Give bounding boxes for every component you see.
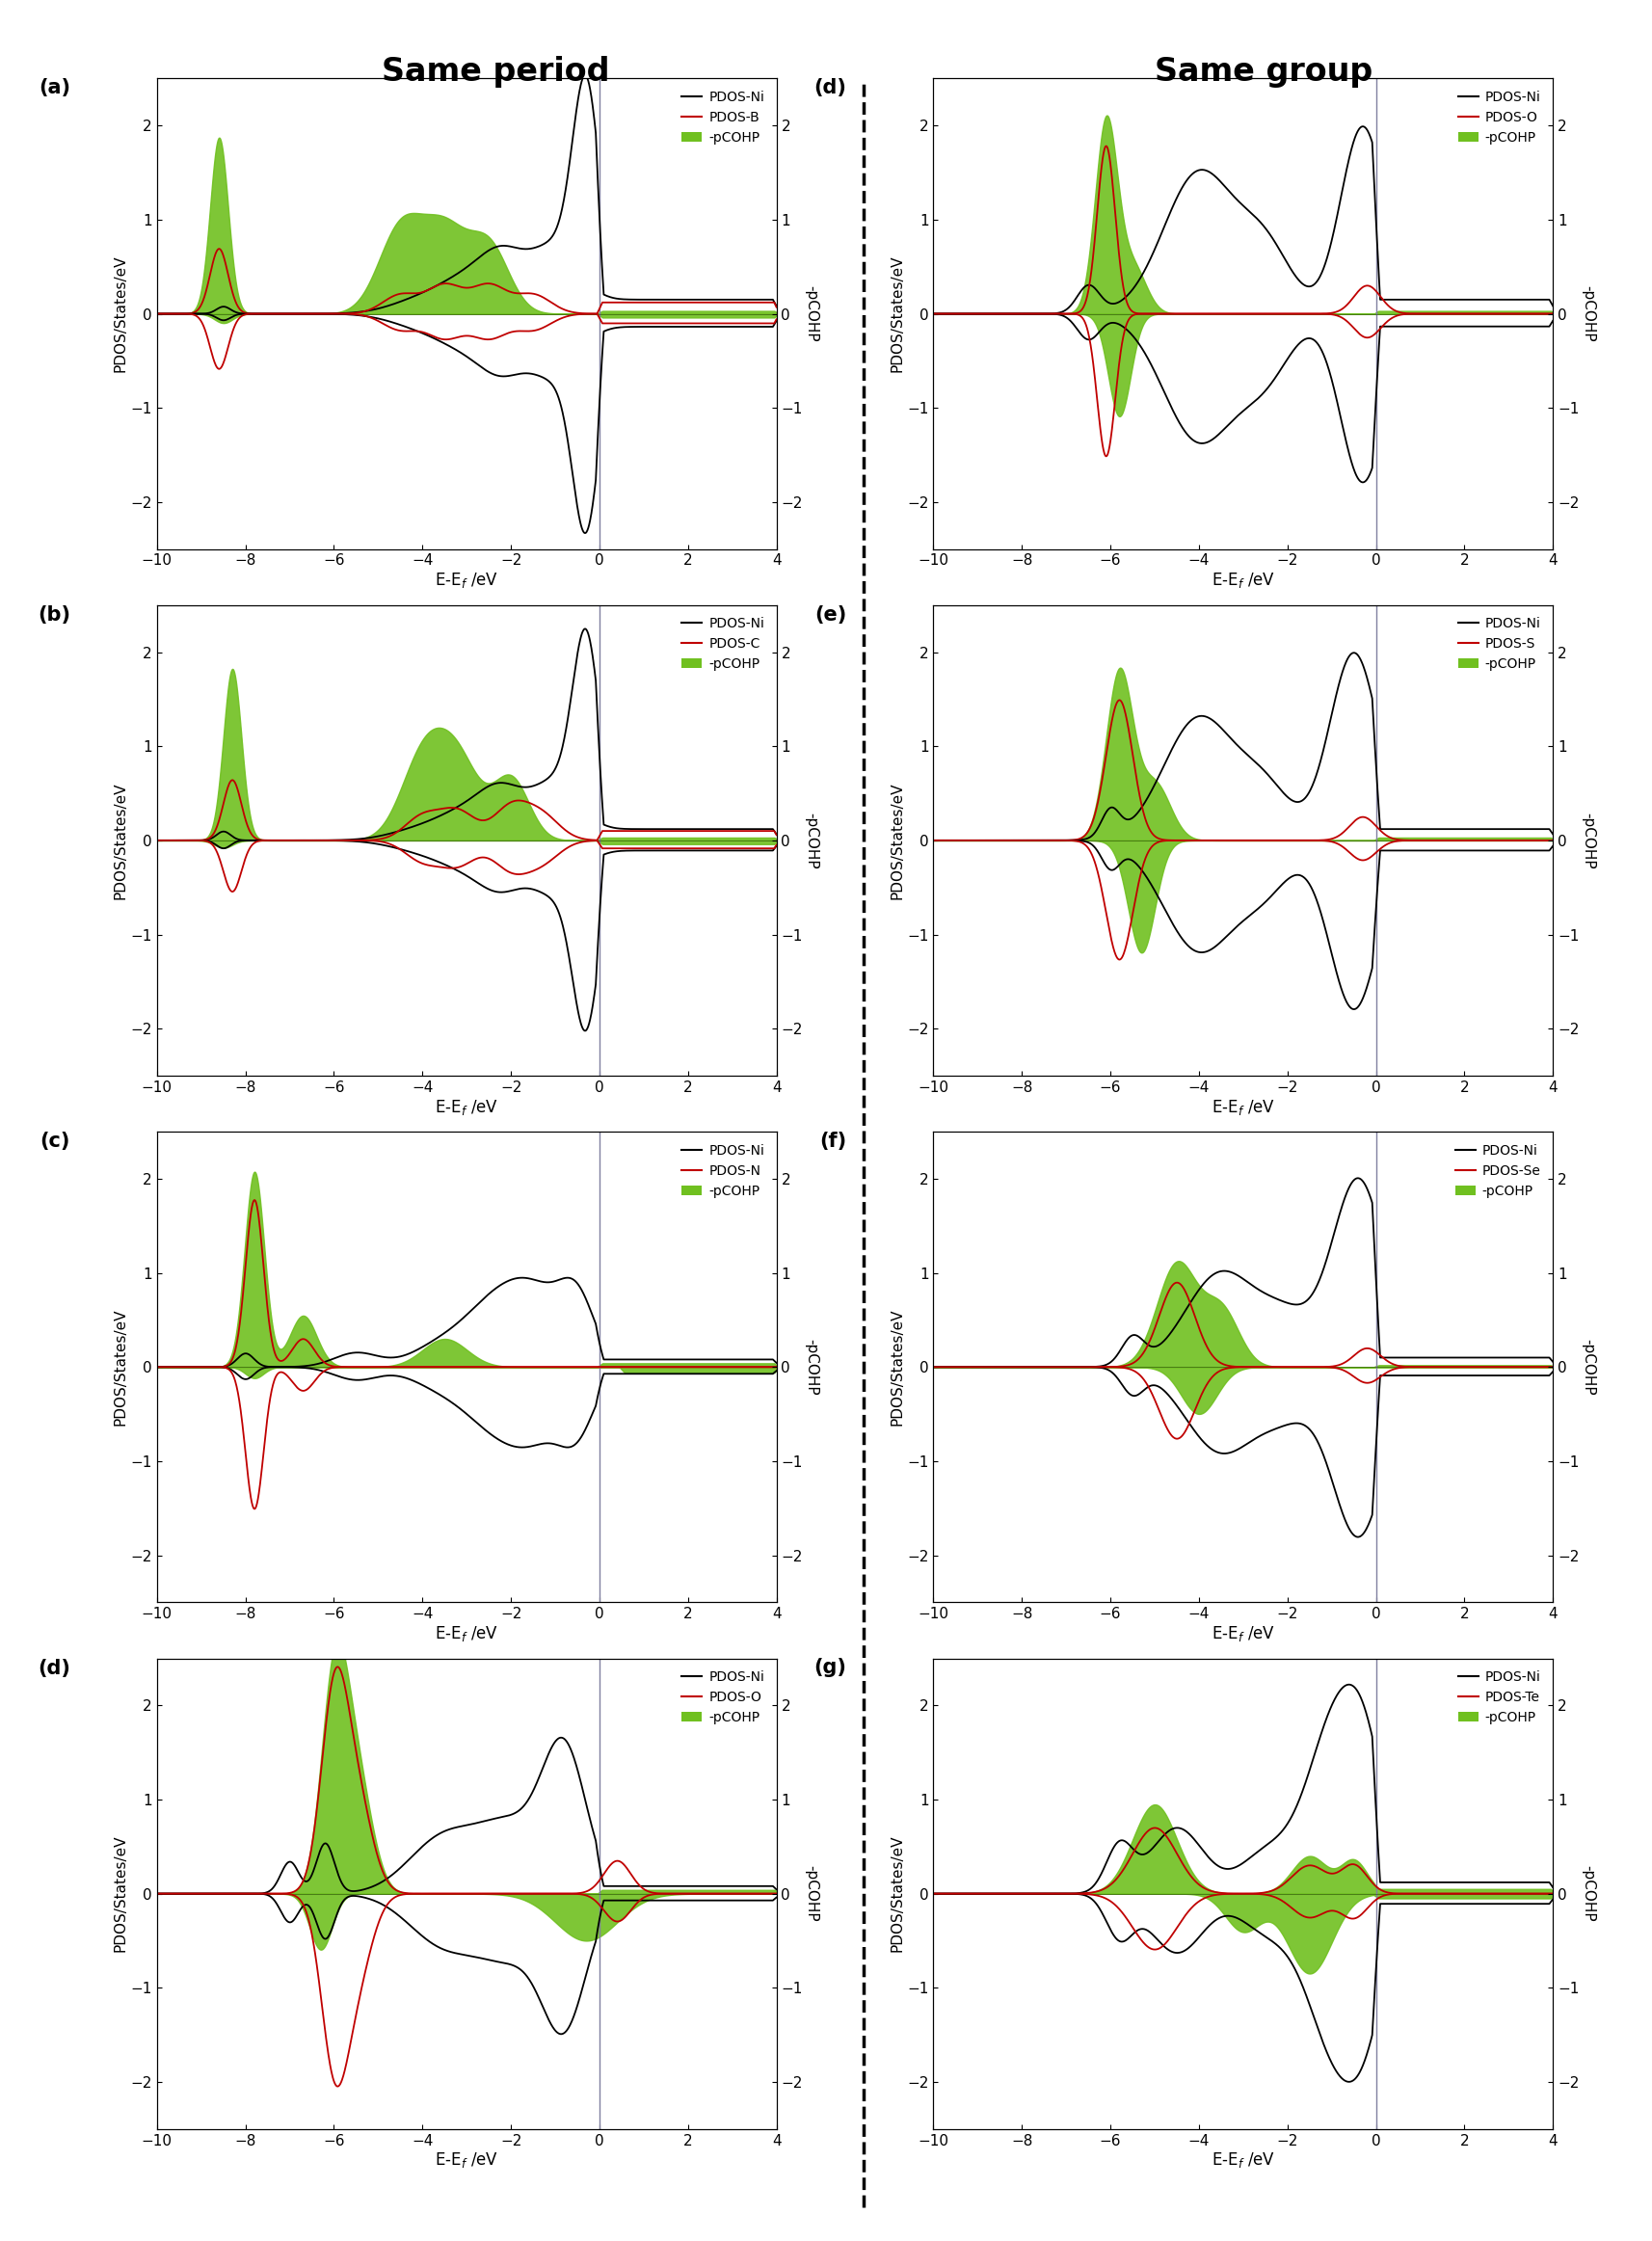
Legend: PDOS-Ni, PDOS-C, -pCOHP: PDOS-Ni, PDOS-C, -pCOHP <box>676 612 770 677</box>
Y-axis label: PDOS/States/eV: PDOS/States/eV <box>890 1835 904 1952</box>
Y-axis label: -pCOHP: -pCOHP <box>805 1865 819 1923</box>
Legend: PDOS-Ni, PDOS-S, -pCOHP: PDOS-Ni, PDOS-S, -pCOHP <box>1452 612 1546 677</box>
Y-axis label: PDOS/States/eV: PDOS/States/eV <box>114 1309 127 1425</box>
Legend: PDOS-Ni, PDOS-N, -pCOHP: PDOS-Ni, PDOS-N, -pCOHP <box>676 1138 770 1203</box>
Text: (b): (b) <box>38 605 71 625</box>
Y-axis label: -pCOHP: -pCOHP <box>1581 285 1596 343</box>
Y-axis label: -pCOHP: -pCOHP <box>1581 1338 1596 1396</box>
Text: Same group: Same group <box>1155 56 1373 87</box>
X-axis label: E-E$_f$ /eV: E-E$_f$ /eV <box>434 571 499 589</box>
X-axis label: E-E$_f$ /eV: E-E$_f$ /eV <box>1211 1098 1275 1116</box>
Y-axis label: PDOS/States/eV: PDOS/States/eV <box>890 255 904 372</box>
Y-axis label: -pCOHP: -pCOHP <box>805 285 819 343</box>
X-axis label: E-E$_f$ /eV: E-E$_f$ /eV <box>1211 571 1275 589</box>
Text: (d): (d) <box>814 78 846 99</box>
Text: (a): (a) <box>38 78 71 99</box>
X-axis label: E-E$_f$ /eV: E-E$_f$ /eV <box>434 2151 499 2169</box>
X-axis label: E-E$_f$ /eV: E-E$_f$ /eV <box>1211 2151 1275 2169</box>
Text: (c): (c) <box>40 1132 71 1152</box>
Legend: PDOS-Ni, PDOS-Se, -pCOHP: PDOS-Ni, PDOS-Se, -pCOHP <box>1450 1138 1546 1203</box>
X-axis label: E-E$_f$ /eV: E-E$_f$ /eV <box>1211 1625 1275 1643</box>
Text: Same period: Same period <box>382 56 610 87</box>
Text: (g): (g) <box>814 1658 846 1679</box>
Text: (e): (e) <box>814 605 846 625</box>
Legend: PDOS-Ni, PDOS-O, -pCOHP: PDOS-Ni, PDOS-O, -pCOHP <box>1452 85 1546 150</box>
Legend: PDOS-Ni, PDOS-B, -pCOHP: PDOS-Ni, PDOS-B, -pCOHP <box>676 85 770 150</box>
Y-axis label: -pCOHP: -pCOHP <box>805 1338 819 1396</box>
Text: (d): (d) <box>38 1658 71 1679</box>
Y-axis label: -pCOHP: -pCOHP <box>1581 811 1596 870</box>
Text: (f): (f) <box>819 1132 846 1152</box>
Y-axis label: PDOS/States/eV: PDOS/States/eV <box>114 782 127 899</box>
Legend: PDOS-Ni, PDOS-O, -pCOHP: PDOS-Ni, PDOS-O, -pCOHP <box>676 1665 770 1730</box>
X-axis label: E-E$_f$ /eV: E-E$_f$ /eV <box>434 1098 499 1116</box>
Y-axis label: -pCOHP: -pCOHP <box>1581 1865 1596 1923</box>
Y-axis label: PDOS/States/eV: PDOS/States/eV <box>890 1309 904 1425</box>
Y-axis label: PDOS/States/eV: PDOS/States/eV <box>114 255 127 372</box>
Y-axis label: PDOS/States/eV: PDOS/States/eV <box>114 1835 127 1952</box>
X-axis label: E-E$_f$ /eV: E-E$_f$ /eV <box>434 1625 499 1643</box>
Y-axis label: -pCOHP: -pCOHP <box>805 811 819 870</box>
Y-axis label: PDOS/States/eV: PDOS/States/eV <box>890 782 904 899</box>
Legend: PDOS-Ni, PDOS-Te, -pCOHP: PDOS-Ni, PDOS-Te, -pCOHP <box>1452 1665 1546 1730</box>
